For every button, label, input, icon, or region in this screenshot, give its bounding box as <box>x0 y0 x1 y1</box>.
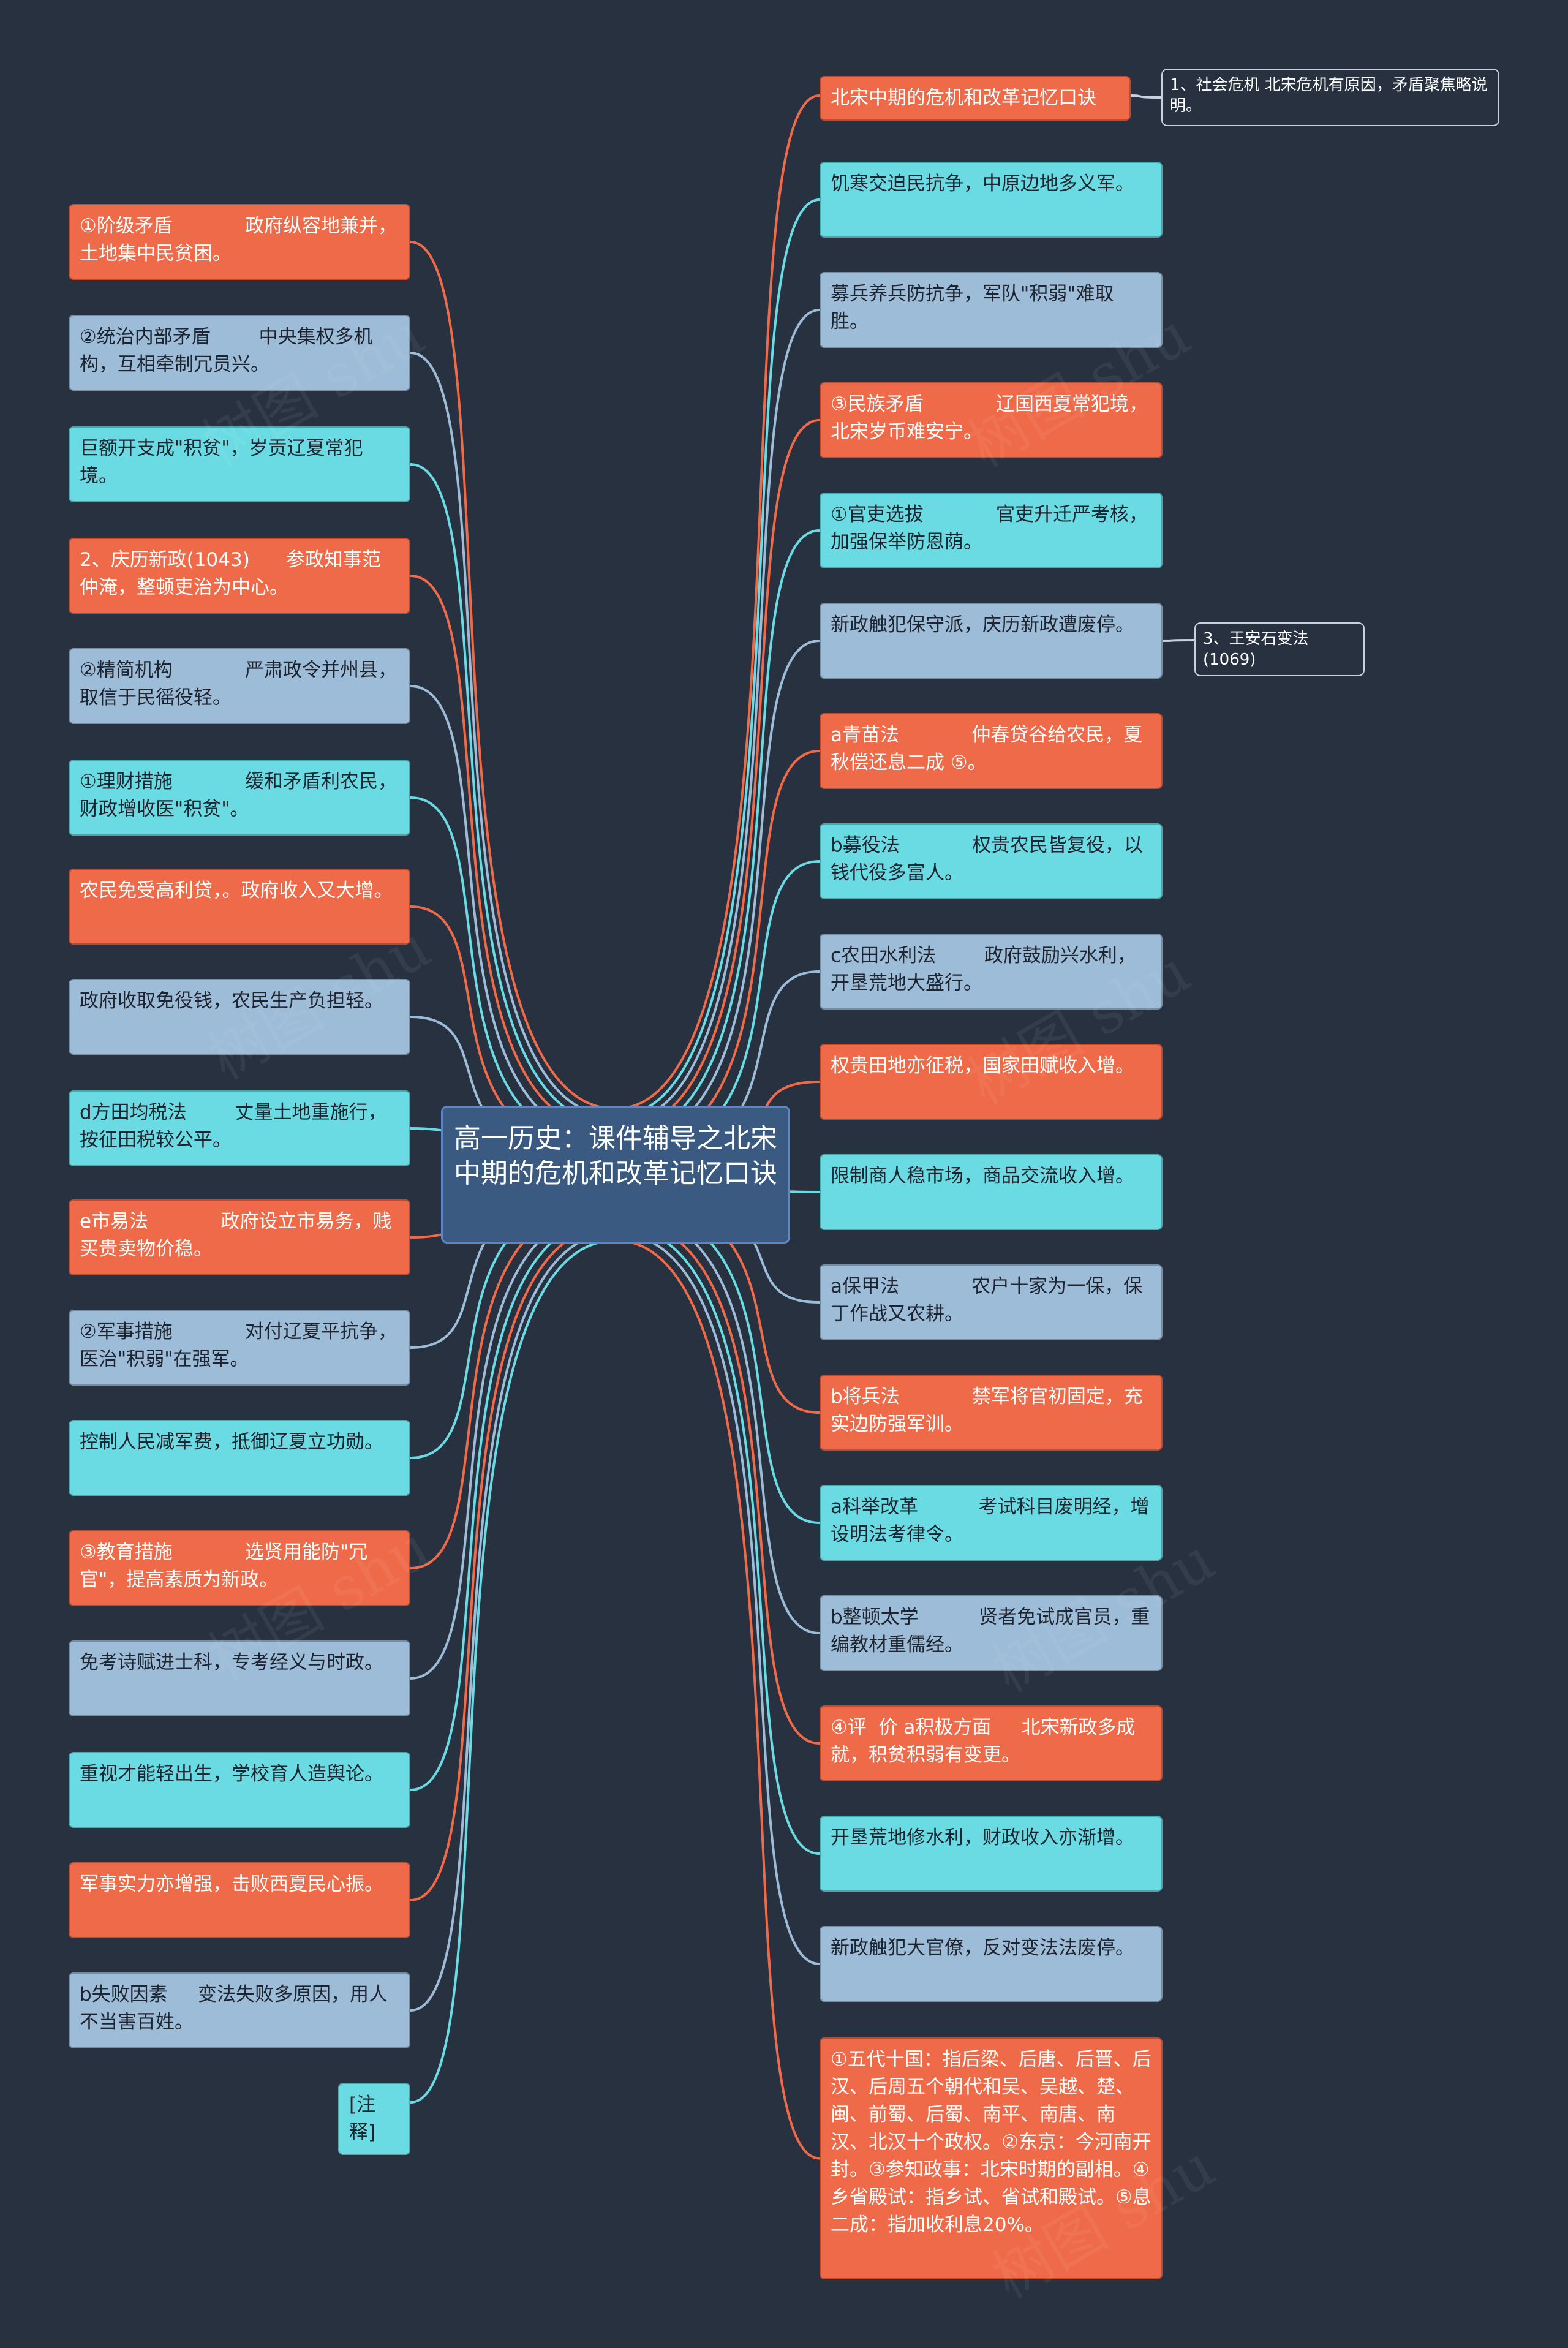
left-branch-node[interactable]: d方田均税法 丈量土地重施行，按征田税较公平。 <box>69 1090 410 1166</box>
right-branch-node[interactable]: b将兵法 禁军将官初固定，充实边防强军训。 <box>820 1375 1163 1451</box>
left-branch-node[interactable]: 2、庆历新政(1043) 参政知事范仲淹，整顿吏治为中心。 <box>69 538 410 614</box>
right-connector <box>615 1217 820 1745</box>
left-branch-node[interactable]: ③教育措施 选贤用能防"冗官"，提高素质为新政。 <box>69 1530 410 1606</box>
right-branch-node[interactable]: 限制商人稳市场，商品交流收入增。 <box>820 1154 1163 1230</box>
left-connector <box>410 352 616 1118</box>
left-branch-node[interactable]: ②统治内部矛盾 中央集权多机构，互相牵制冗员兴。 <box>69 315 410 391</box>
right-connector <box>615 640 820 1147</box>
left-branch-node[interactable]: ①阶级矛盾 政府纵容地兼并，土地集中民贫困。 <box>69 204 410 280</box>
left-branch-node[interactable]: 政府收取免役钱，农民生产负担轻。 <box>69 979 410 1055</box>
right-connector <box>615 198 820 1117</box>
left-connector <box>410 241 616 1110</box>
central-topic[interactable]: 高一历史：课件辅导之北宋中期的危机和改革记忆口诀 <box>441 1106 790 1244</box>
left-branch-node[interactable]: ②精简机构 严肃政令并州县，取信于民徭役轻。 <box>69 648 410 724</box>
left-branch-node[interactable]: 军事实力亦增强，击败西夏民心振。 <box>69 1862 410 1938</box>
right-branch-node[interactable]: 募兵养兵防抗争，军队"积弱"难取胜。 <box>820 272 1163 348</box>
right-connector <box>615 1202 820 1524</box>
left-connector <box>410 575 616 1133</box>
right-connector <box>615 419 820 1132</box>
right-branch-node[interactable]: ④评 价 a积极方面 北宋新政多成就，积贫积弱有变更。 <box>820 1705 1163 1781</box>
left-branch-node[interactable]: 免考诗赋进士科，专考经义与时政。 <box>69 1640 410 1716</box>
right-branch-node[interactable]: a青苗法 仲春贷谷给农民，夏秋偿还息二成 ⑤。 <box>820 713 1163 789</box>
right-branch-node[interactable]: b募役法 权贵农民皆复役，以钱代役多富人。 <box>820 823 1163 899</box>
left-branch-node[interactable]: 控制人民减军费，抵御辽夏立功勋。 <box>69 1420 410 1496</box>
sub-connector <box>1162 639 1195 642</box>
left-branch-node[interactable]: b失败因素 变法失败多原因，用人不当害百姓。 <box>69 1972 410 2048</box>
left-branch-node[interactable]: ①理财措施 缓和矛盾利农民，财政增收医"积贫"。 <box>69 760 410 836</box>
right-connector <box>615 1225 820 1855</box>
right-branch-node[interactable]: 新政触犯大官僚，反对变法法废停。 <box>820 1926 1163 2002</box>
left-connector <box>410 1231 616 2012</box>
right-branch-node[interactable]: ①官吏选拔 官吏升迁严考核，加强保举防恩荫。 <box>820 493 1163 568</box>
left-connector <box>410 1200 616 1569</box>
right-branch-node[interactable]: 北宋中期的危机和改革记忆口诀 <box>820 76 1131 121</box>
right-connector <box>615 94 820 1110</box>
right-branch-node[interactable]: 开垦荒地修水利，财政收入亦渐增。 <box>820 1816 1163 1892</box>
right-connector <box>615 750 820 1154</box>
sub-connector <box>1130 94 1162 99</box>
left-branch-node[interactable]: e市易法 政府设立市易务，贱买贵卖物价稳。 <box>69 1199 410 1275</box>
right-connector <box>615 529 820 1139</box>
left-connector <box>410 1216 616 1791</box>
right-branch-node[interactable]: ①五代十国：指后梁、后唐、后晋、后汉、后周五个朝代和吴、吴越、楚、闽、前蜀、后蜀… <box>820 2037 1163 2279</box>
left-branch-node[interactable]: [注释] <box>338 2083 410 2155</box>
right-connector <box>615 1239 820 2160</box>
right-connector <box>615 1232 820 1965</box>
sub-topic-node[interactable]: 3、王安石变法(1069) <box>1194 622 1365 676</box>
right-branch-node[interactable]: b整顿太学 贤者免试成官员，重编教材重儒经。 <box>820 1595 1163 1671</box>
right-branch-node[interactable]: a科举改革 考试科目废明经，增设明法考律令。 <box>820 1485 1163 1561</box>
right-branch-node[interactable]: a保甲法 农户十家为一保，保丁作战又农耕。 <box>820 1264 1163 1340</box>
left-branch-node[interactable]: 巨额开支成"积贫"，岁贡辽夏常犯境。 <box>69 426 410 502</box>
left-connector <box>410 463 616 1126</box>
right-branch-node[interactable]: 饥寒交迫民抗争，中原边地多义军。 <box>820 162 1163 238</box>
right-connector <box>615 1210 820 1634</box>
right-branch-node[interactable]: c农田水利法 政府鼓励兴水利，开垦荒地大盛行。 <box>820 934 1163 1010</box>
left-connector <box>410 796 616 1149</box>
right-branch-node[interactable]: ③民族矛盾 辽国西夏常犯境，北宋岁币难安宁。 <box>820 382 1163 458</box>
right-branch-node[interactable]: 新政触犯保守派，庆历新政遭废停。 <box>820 603 1163 679</box>
left-connector <box>410 685 616 1141</box>
left-connector <box>410 1239 616 2104</box>
left-branch-node[interactable]: 重视才能轻出生，学校育人造舆论。 <box>69 1752 410 1828</box>
right-branch-node[interactable]: 权贵田地亦征税，国家田赋收入增。 <box>820 1044 1163 1120</box>
left-branch-node[interactable]: 农民免受高利贷，。政府收入又大增。 <box>69 869 410 945</box>
sub-topic-node[interactable]: 1、社会危机 北宋危机有原因，矛盾聚焦略说明。 <box>1161 69 1499 126</box>
left-branch-node[interactable]: ②军事措施 对付辽夏平抗争，医治"积弱"在强军。 <box>69 1310 410 1386</box>
left-connector <box>410 1223 616 1901</box>
right-connector <box>615 309 820 1125</box>
